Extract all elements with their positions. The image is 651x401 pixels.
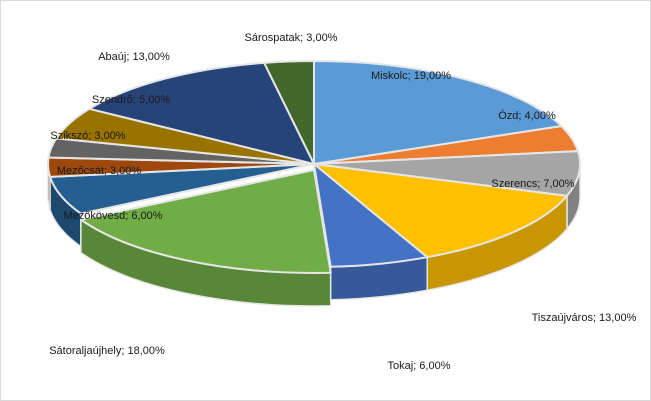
slice-miskolc [313, 60, 563, 165]
pie-data-labels: Miskolc; 19,00% Ózd; 4,00% Szerencs; 7,00%… [49, 32, 636, 372]
data-label-tiszaujvaros: Tiszaújváros; 13,00% [532, 312, 637, 324]
data-label-szikszo: Szikszó; 3,00% [50, 130, 125, 142]
slice-satoraljaujhely [79, 169, 332, 274]
data-label-abauj: Abaúj; 13,00% [98, 51, 170, 63]
data-label-szerencs: Szerencs; 7,00% [491, 178, 574, 190]
slice-tiszaujvaros [313, 163, 568, 259]
data-label-szendro: Szendrő; 5,00% [92, 94, 170, 106]
data-label-ozd: Ózd; 4,00% [498, 109, 556, 122]
data-label-miskolc: Miskolc; 19,00% [371, 70, 451, 82]
slice-sarospatak [263, 60, 315, 165]
data-label-sarospatak: Sárospatak; 3,00% [245, 32, 338, 44]
slice-szerencs [313, 150, 581, 197]
pie-side-walls [47, 163, 581, 307]
data-label-tokaj: Tokaj; 6,00% [388, 360, 451, 372]
slice-tokaj [313, 163, 429, 268]
pie-top-faces [47, 60, 581, 274]
slice-abauj [88, 61, 315, 165]
data-label-mezocsat: Mezőcsát; 3,00% [57, 165, 142, 177]
data-label-satoraljaujhely: Sátoraljaújhely; 18,00% [49, 345, 165, 357]
data-label-mezokovesd: Mezőkövesd; 6,00% [63, 210, 162, 222]
